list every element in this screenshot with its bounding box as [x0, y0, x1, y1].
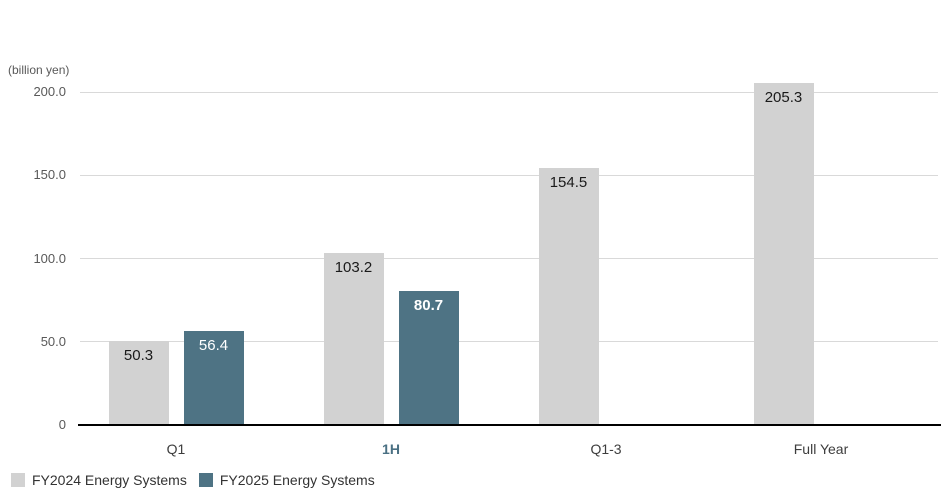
gridline-200.0 [80, 91, 938, 93]
x-axis-label-1h: 1H [382, 441, 400, 457]
legend-swatch [198, 473, 213, 487]
bar-fy2024-energy-systems-1H [323, 253, 384, 425]
bar-fy2024-energy-systems-Q1 [108, 341, 169, 425]
bar-fy2025-energy-systems-Q1 [183, 331, 244, 425]
bar-value-label: 205.3 [764, 89, 803, 107]
bar-fy2024-energy-systems-Q1-3 [538, 167, 599, 425]
bar-value-label: 50.3 [123, 347, 154, 365]
y-tick-label: 150.0 [33, 167, 66, 183]
x-axis-label-q1: Q1 [166, 441, 186, 457]
bar-value-label: 56.4 [198, 337, 229, 355]
y-tick-label: 50.0 [40, 333, 66, 349]
legend-item-fy2025-energy-systems: FY2025 Energy Systems [198, 472, 375, 488]
x-axis-label-full-year: Full Year [793, 441, 849, 457]
bar-fy2025-energy-systems-1H [398, 290, 459, 425]
legend-label: FY2024 Energy Systems [32, 472, 187, 488]
legend-item-fy2024-energy-systems: FY2024 Energy Systems [11, 472, 187, 488]
x-axis-label-q1-3: Q1-3 [590, 441, 622, 457]
gridline-100.0 [80, 258, 938, 260]
x-axis-line [78, 424, 941, 426]
bar-value-label: 154.5 [549, 173, 588, 191]
bar-value-label: 103.2 [334, 259, 373, 277]
gridline-50.0 [80, 341, 938, 343]
chart-legend: FY2024 Energy Systems FY2025 Energy Syste… [11, 472, 375, 488]
bar-value-label: 80.7 [413, 296, 444, 314]
y-tick-label: 200.0 [33, 84, 66, 100]
bar-fy2024-energy-systems-Full Year [753, 83, 814, 425]
legend-label: FY2025 Energy Systems [219, 472, 375, 488]
legend-swatch [11, 473, 25, 487]
y-tick-label: 0 [58, 417, 66, 432]
axis-unit-label: (billion yen) [8, 63, 70, 77]
y-tick-label: 100.0 [33, 250, 66, 266]
gridline-150.0 [80, 174, 938, 176]
